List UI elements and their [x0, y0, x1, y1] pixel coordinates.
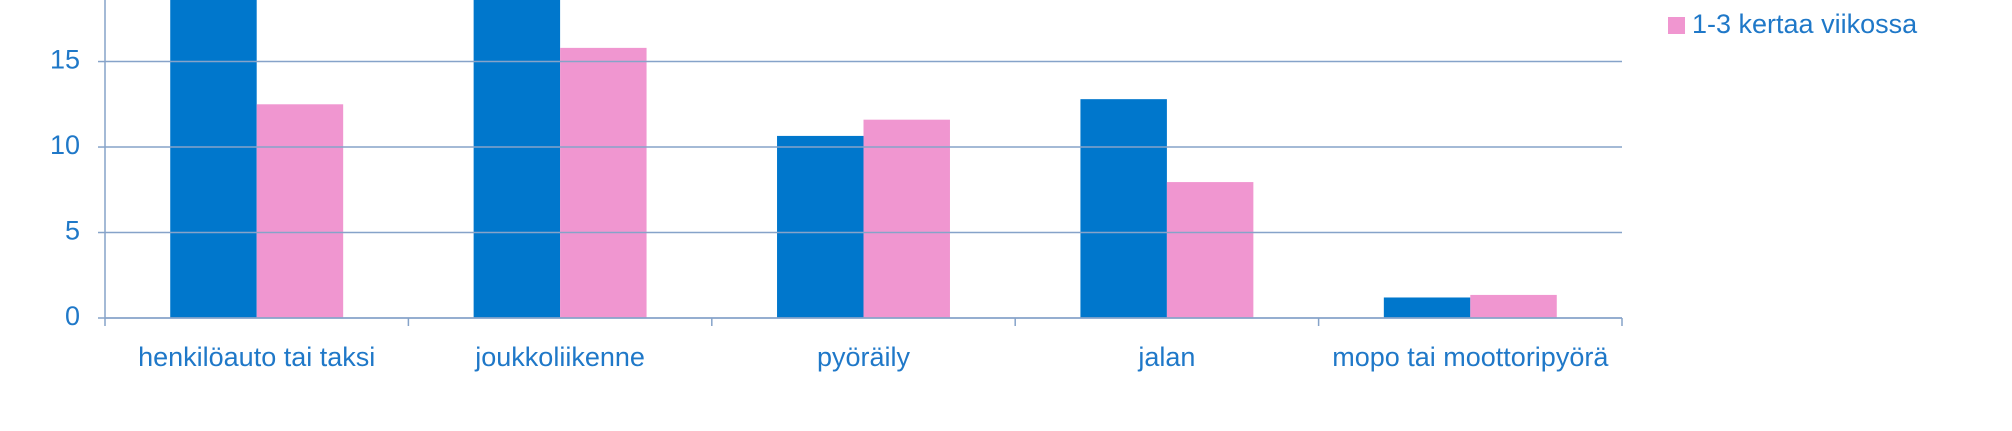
- legend-label: 1-3 kertaa viikossa: [1692, 9, 1918, 39]
- y-tick-label: 5: [65, 216, 80, 246]
- y-tick-label: 10: [50, 130, 80, 160]
- x-tick-label: henkilöauto tai taksi: [138, 342, 376, 372]
- bar: [560, 47, 647, 318]
- bar: [863, 119, 950, 318]
- bar: [256, 104, 344, 318]
- x-tick-label: jalan: [1138, 342, 1196, 372]
- bar: [170, 0, 257, 318]
- x-tick-label: mopo tai moottoripyörä: [1332, 342, 1609, 372]
- y-tick-label: 0: [65, 301, 80, 331]
- bar: [473, 0, 561, 318]
- bar: [1470, 294, 1557, 318]
- bar: [1080, 99, 1167, 318]
- bar: [777, 135, 864, 318]
- legend-swatch: [1668, 17, 1685, 34]
- bar: [1383, 297, 1471, 318]
- y-tick-label: 15: [50, 45, 80, 75]
- bar: [1166, 182, 1254, 318]
- x-tick-label: pyöräily: [816, 342, 911, 372]
- x-tick-label: joukkoliikenne: [475, 342, 645, 372]
